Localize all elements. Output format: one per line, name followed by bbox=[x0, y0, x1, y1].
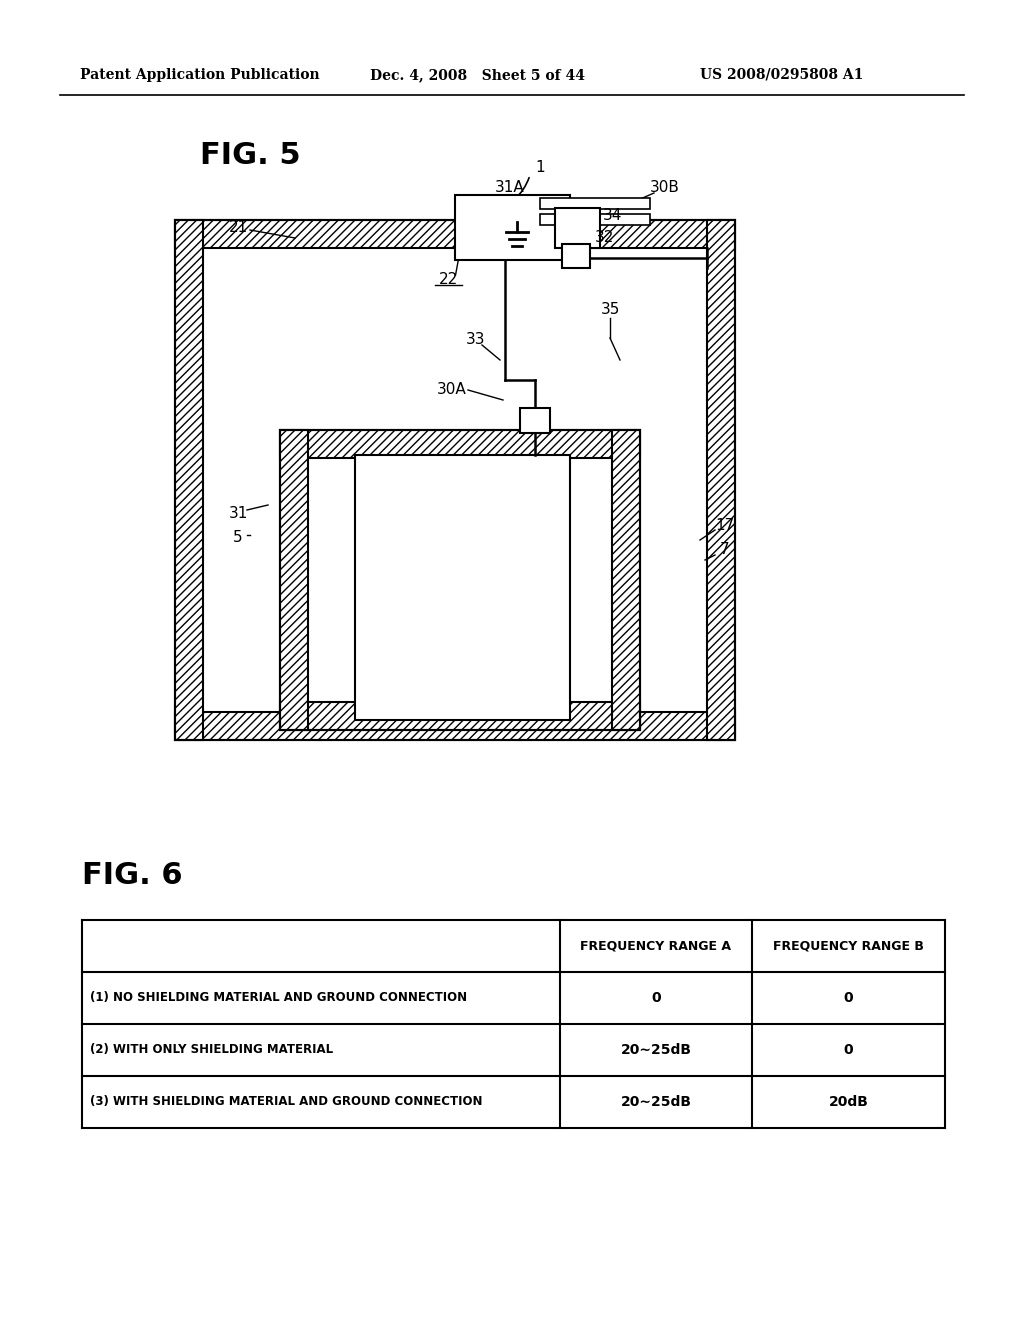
Text: 0: 0 bbox=[844, 1043, 853, 1057]
Text: 20dB: 20dB bbox=[828, 1096, 868, 1109]
Text: 20∼25dB: 20∼25dB bbox=[621, 1096, 691, 1109]
Text: 21: 21 bbox=[228, 220, 248, 235]
Bar bbox=[455, 220, 570, 253]
Bar bbox=[562, 220, 590, 248]
Bar bbox=[175, 220, 735, 248]
Text: 20∼25dB: 20∼25dB bbox=[621, 1043, 691, 1057]
Text: Dec. 4, 2008   Sheet 5 of 44: Dec. 4, 2008 Sheet 5 of 44 bbox=[370, 69, 585, 82]
Text: 33: 33 bbox=[466, 333, 485, 347]
Bar bbox=[612, 430, 640, 730]
Text: FIG. 5: FIG. 5 bbox=[200, 140, 301, 169]
Text: 7: 7 bbox=[720, 543, 730, 557]
Text: FIG. 6: FIG. 6 bbox=[82, 861, 182, 890]
Bar bbox=[280, 430, 308, 730]
Bar bbox=[540, 198, 650, 209]
Bar bbox=[540, 214, 650, 224]
Bar bbox=[203, 248, 707, 711]
Text: 0: 0 bbox=[651, 991, 660, 1005]
Bar bbox=[308, 458, 612, 702]
Text: 5: 5 bbox=[233, 531, 243, 545]
Text: 31: 31 bbox=[228, 506, 248, 520]
Bar bbox=[707, 220, 735, 741]
Text: FREQUENCY RANGE B: FREQUENCY RANGE B bbox=[773, 940, 924, 953]
Bar bbox=[455, 195, 570, 260]
Text: 17: 17 bbox=[716, 517, 734, 532]
Bar bbox=[355, 455, 570, 719]
Text: 22: 22 bbox=[438, 272, 458, 288]
Bar bbox=[562, 244, 590, 268]
Text: Patent Application Publication: Patent Application Publication bbox=[80, 69, 319, 82]
Text: FREQUENCY RANGE A: FREQUENCY RANGE A bbox=[581, 940, 731, 953]
Text: 1: 1 bbox=[536, 161, 545, 176]
Text: (1) NO SHIELDING MATERIAL AND GROUND CONNECTION: (1) NO SHIELDING MATERIAL AND GROUND CON… bbox=[90, 991, 467, 1005]
Bar bbox=[555, 209, 600, 248]
Bar bbox=[175, 220, 735, 741]
Text: 31A: 31A bbox=[496, 181, 525, 195]
Bar bbox=[175, 220, 203, 741]
Text: 35: 35 bbox=[600, 302, 620, 318]
Bar bbox=[280, 702, 640, 730]
Text: 0: 0 bbox=[844, 991, 853, 1005]
Bar bbox=[175, 711, 735, 741]
Bar bbox=[280, 430, 640, 458]
Text: (2) WITH ONLY SHIELDING MATERIAL: (2) WITH ONLY SHIELDING MATERIAL bbox=[90, 1044, 333, 1056]
Text: 34: 34 bbox=[602, 207, 622, 223]
Text: 30A: 30A bbox=[437, 383, 467, 397]
Text: US 2008/0295808 A1: US 2008/0295808 A1 bbox=[700, 69, 863, 82]
Text: (3) WITH SHIELDING MATERIAL AND GROUND CONNECTION: (3) WITH SHIELDING MATERIAL AND GROUND C… bbox=[90, 1096, 482, 1109]
Text: 32: 32 bbox=[595, 231, 614, 246]
Text: 30B: 30B bbox=[650, 181, 680, 195]
Bar bbox=[280, 430, 640, 730]
Bar bbox=[520, 408, 550, 433]
